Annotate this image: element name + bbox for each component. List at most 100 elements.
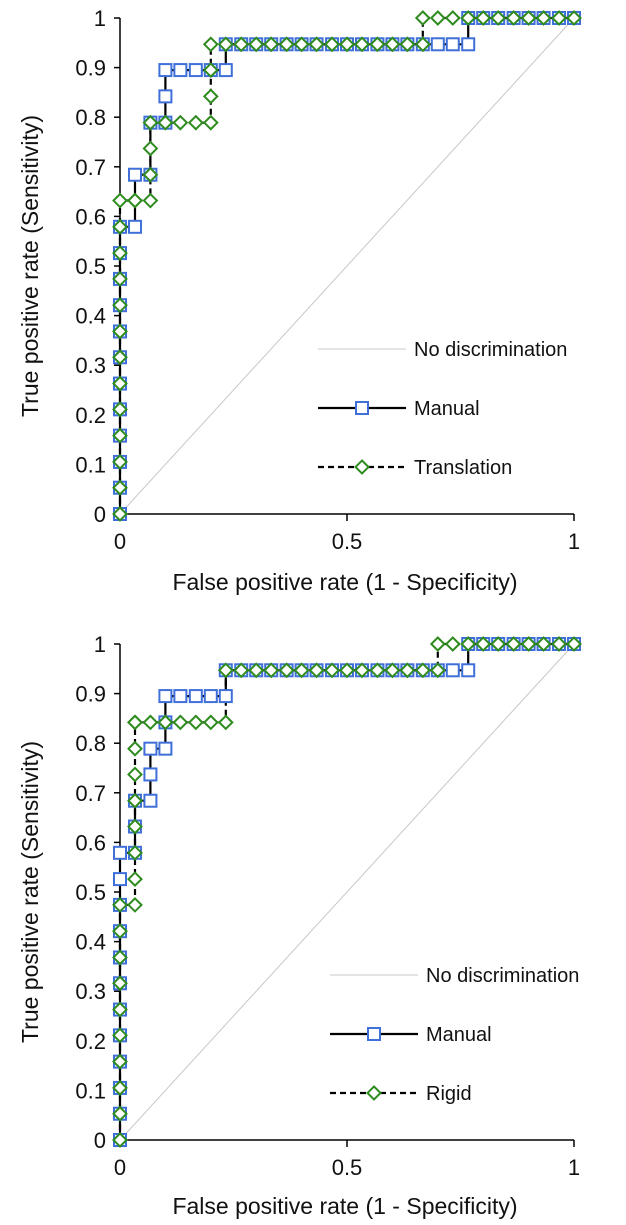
data-point-translation — [112, 375, 128, 392]
data-point-manual — [445, 663, 460, 678]
data-point-rigid — [535, 636, 552, 652]
data-point-rigid — [157, 714, 174, 731]
data-point-manual — [143, 767, 158, 782]
data-point-rigid — [263, 662, 280, 679]
data-point-manual — [158, 89, 173, 104]
data-point-translation — [112, 506, 128, 522]
legend-label-no-discrimination: No discrimination — [414, 339, 567, 361]
y-axis-title: True positive rate (Sensitivity) — [17, 115, 43, 417]
data-point-rigid — [490, 636, 507, 652]
data-point-translation — [384, 36, 401, 53]
data-point-manual — [158, 741, 173, 756]
data-point-translation — [157, 114, 174, 131]
x-tick-label: 0.5 — [332, 529, 363, 554]
data-point-translation — [248, 36, 265, 53]
series-line-no-discrimination — [119, 17, 575, 515]
data-point-translation — [566, 10, 582, 26]
data-point-translation — [444, 10, 461, 26]
data-point-translation — [112, 218, 128, 235]
data-point-rigid — [112, 896, 128, 913]
x-axis-title: False positive rate (1 - Specificity) — [172, 1193, 517, 1219]
data-point-translation — [112, 401, 128, 418]
legend-label-manual: Manual — [414, 398, 480, 420]
data-point-rigid — [551, 636, 567, 652]
data-point-manual — [158, 689, 173, 704]
data-point-rigid — [112, 1027, 128, 1044]
data-point-rigid — [127, 896, 143, 913]
y-tick-label: 0.5 — [75, 254, 106, 279]
data-point-manual — [430, 37, 445, 52]
data-point-translation — [202, 88, 219, 105]
data-point-rigid — [127, 766, 143, 783]
data-point-translation — [127, 192, 143, 209]
x-tick-label: 0 — [114, 529, 126, 554]
data-point-rigid — [112, 1001, 128, 1018]
x-tick-label: 1 — [568, 529, 580, 554]
legend-marker-translation — [354, 459, 370, 475]
data-point-rigid — [127, 818, 143, 835]
data-point-rigid — [127, 714, 143, 731]
legend-marker-manual — [367, 1027, 381, 1041]
data-point-rigid — [566, 636, 582, 652]
series-line-no-discrimination — [119, 643, 575, 1141]
y-tick-label: 0.1 — [75, 1078, 106, 1103]
x-tick-label: 1 — [568, 1155, 580, 1180]
data-point-rigid — [217, 662, 234, 679]
data-point-manual — [173, 63, 188, 78]
data-point-rigid — [187, 714, 204, 731]
roc-chart-top: 0 0.1 0.2 0.3 0.4 0.5 0.6 0.7 0.8 0.9 1 0 0.5 1 False … — [17, 6, 582, 595]
data-point-translation — [399, 36, 416, 53]
data-point-translation — [339, 36, 355, 53]
data-point-rigid — [127, 871, 143, 888]
y-tick-label: 0.4 — [75, 304, 106, 329]
legend: No discrimination Manual Translation — [318, 339, 567, 479]
data-point-manual — [143, 741, 158, 756]
data-point-rigid — [127, 740, 143, 757]
y-tick-label: 0.9 — [75, 682, 106, 707]
y-tick-label: 0.2 — [75, 403, 106, 428]
legend-marker-rigid — [366, 1085, 382, 1101]
data-point-rigid — [233, 662, 250, 679]
data-point-translation — [202, 114, 219, 131]
data-point-translation — [293, 36, 310, 53]
y-tick-label: 0.3 — [75, 979, 106, 1004]
data-point-manual — [218, 63, 233, 78]
data-point-translation — [112, 427, 128, 444]
data-point-rigid — [293, 662, 310, 679]
data-point-translation — [369, 36, 386, 53]
data-point-translation — [172, 114, 189, 131]
data-point-rigid — [112, 975, 128, 992]
data-point-rigid — [384, 662, 401, 679]
data-point-translation — [187, 114, 204, 131]
data-point-rigid — [202, 714, 219, 731]
data-point-manual — [188, 63, 203, 78]
data-point-rigid — [142, 714, 159, 731]
data-point-translation — [551, 10, 567, 26]
data-point-translation — [217, 36, 234, 53]
series-points-translation — [112, 10, 582, 522]
data-point-rigid — [399, 662, 416, 679]
data-point-translation — [202, 62, 219, 78]
data-point-translation — [520, 10, 537, 26]
data-point-manual — [113, 872, 127, 887]
data-point-rigid — [112, 923, 128, 940]
y-tick-label: 0.1 — [75, 452, 106, 477]
data-point-manual — [461, 663, 476, 678]
data-point-rigid — [112, 1105, 128, 1122]
data-point-translation — [278, 36, 295, 53]
data-point-rigid — [248, 662, 265, 679]
data-point-translation — [490, 10, 507, 26]
data-point-translation — [354, 36, 370, 53]
y-tick-label: 0.6 — [75, 830, 106, 855]
y-tick-label: 0.5 — [75, 880, 106, 905]
y-tick-label: 0.3 — [75, 353, 106, 378]
data-point-manual — [188, 689, 203, 704]
y-tick-label: 0.8 — [75, 105, 106, 130]
data-point-rigid — [520, 636, 537, 652]
data-point-translation — [112, 192, 128, 209]
data-point-manual — [158, 63, 173, 78]
data-point-manual — [218, 689, 233, 704]
data-point-manual — [113, 845, 127, 860]
data-point-manual — [127, 219, 142, 234]
data-point-manual — [173, 689, 188, 704]
